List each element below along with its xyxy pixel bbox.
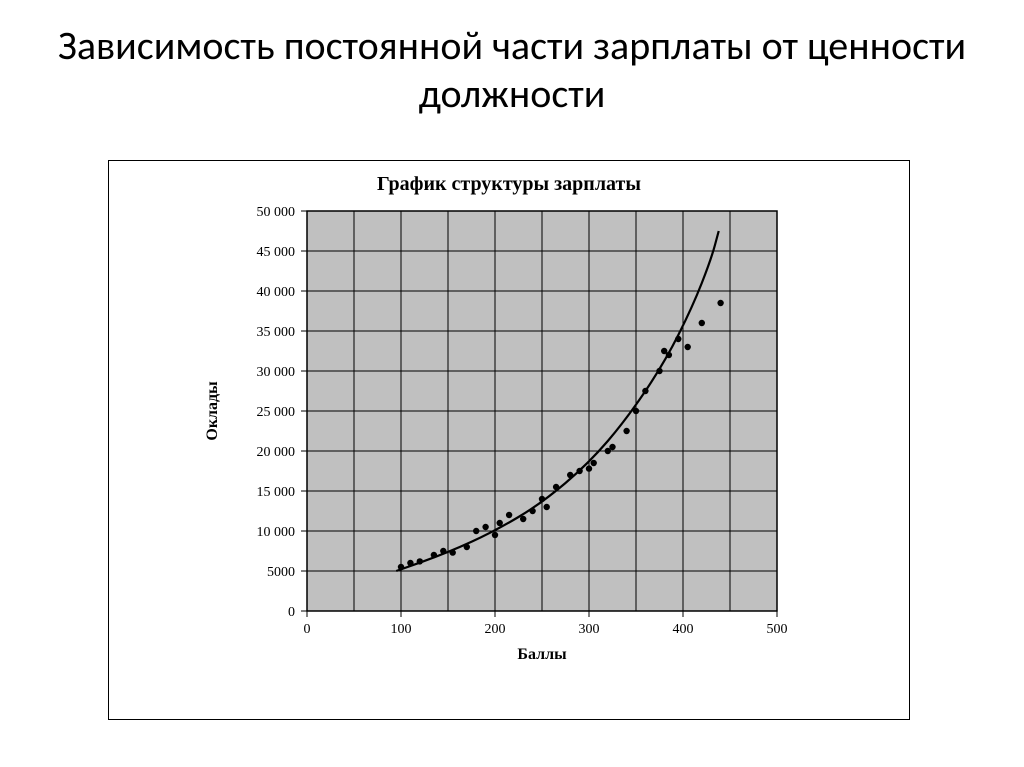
svg-text:0: 0 [304,622,311,637]
svg-text:400: 400 [673,622,694,637]
svg-text:5000: 5000 [267,565,295,580]
svg-text:40 000: 40 000 [257,285,296,300]
slide-title: Зависимость постоянной части зарплаты от… [40,22,984,118]
chart-plot: 01002003004005000500010 00015 00020 0002… [109,161,909,719]
svg-text:15 000: 15 000 [257,485,296,500]
chart-svg: 01002003004005000500010 00015 00020 0002… [109,161,909,701]
svg-text:50 000: 50 000 [257,205,296,220]
svg-text:30 000: 30 000 [257,365,296,380]
chart-frame: График структуры зарплаты 01002003004005… [108,160,910,720]
svg-text:20 000: 20 000 [257,445,296,460]
svg-text:45 000: 45 000 [257,245,296,260]
svg-text:35 000: 35 000 [257,325,296,340]
svg-text:100: 100 [391,622,412,637]
svg-text:25 000: 25 000 [257,405,296,420]
slide: Зависимость постоянной части зарплаты от… [0,0,1024,767]
svg-text:Оклады: Оклады [204,381,221,441]
svg-text:500: 500 [767,622,788,637]
svg-text:200: 200 [485,622,506,637]
svg-text:10 000: 10 000 [257,525,296,540]
svg-text:300: 300 [579,622,600,637]
svg-text:0: 0 [288,605,295,620]
svg-text:Баллы: Баллы [517,646,567,663]
